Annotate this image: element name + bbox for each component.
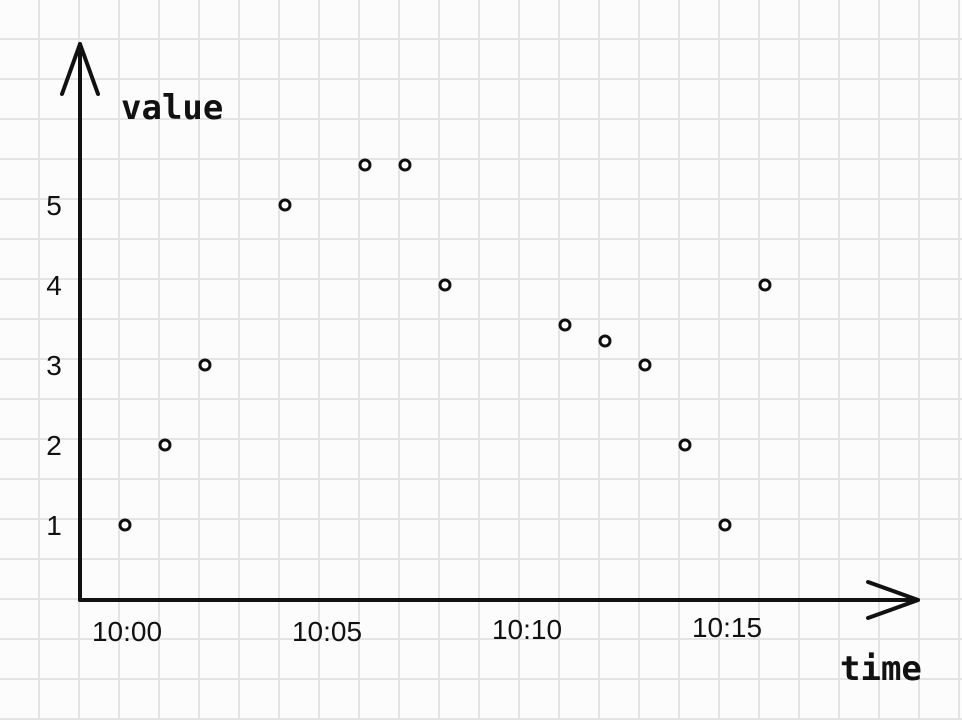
- y-axis-title: value: [121, 88, 223, 128]
- y-tick-label: 1: [46, 510, 62, 541]
- data-point: [758, 278, 772, 292]
- data-point: [358, 158, 372, 172]
- data-point: [158, 438, 172, 452]
- y-tick-labels: 1 2 3 4 5: [46, 190, 62, 541]
- x-tick-label: 10:00: [92, 616, 162, 647]
- x-tick-label: 10:10: [492, 614, 562, 645]
- y-tick-label: 3: [46, 350, 62, 381]
- data-points: [118, 158, 772, 532]
- x-tick-label: 10:15: [692, 612, 762, 643]
- data-point: [678, 438, 692, 452]
- x-axis-arrow-icon: [866, 580, 920, 620]
- x-tick-label: 10:05: [292, 616, 362, 647]
- axes: [60, 42, 920, 620]
- data-point: [718, 518, 732, 532]
- data-point: [278, 198, 292, 212]
- y-tick-label: 5: [46, 190, 62, 221]
- data-point: [438, 278, 452, 292]
- data-point: [398, 158, 412, 172]
- y-axis-arrow-icon: [60, 42, 100, 96]
- data-point: [598, 334, 612, 348]
- y-tick-label: 2: [46, 430, 62, 461]
- x-tick-labels: 10:00 10:05 10:10 10:15: [92, 612, 762, 647]
- data-point: [198, 358, 212, 372]
- data-point: [558, 318, 572, 332]
- data-point: [638, 358, 652, 372]
- y-tick-label: 4: [46, 270, 62, 301]
- data-point: [118, 518, 132, 532]
- x-axis-title: time: [840, 649, 922, 689]
